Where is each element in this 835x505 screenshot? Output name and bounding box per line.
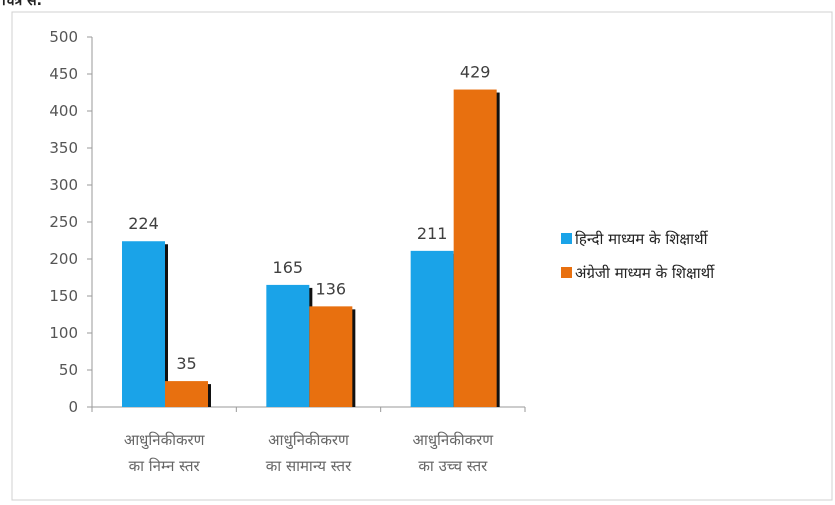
y-tick-label: 300	[49, 176, 78, 194]
bar	[410, 250, 454, 407]
header-fragment: चित्र सं.	[2, 0, 42, 9]
data-label: 35	[176, 354, 196, 373]
x-tick-label: आधुनिकीकरण	[124, 431, 206, 450]
legend-swatch	[561, 233, 572, 244]
data-label: 429	[460, 63, 491, 82]
bar	[453, 89, 497, 407]
data-label: 224	[128, 214, 159, 233]
data-label: 211	[417, 224, 448, 243]
y-tick-label: 350	[49, 139, 78, 157]
y-tick-label: 200	[49, 250, 78, 268]
x-tick-label: आधुनिकीकरण	[268, 431, 350, 450]
bar	[266, 284, 310, 407]
y-tick-label: 450	[49, 65, 78, 83]
y-tick-label: 250	[49, 213, 78, 231]
bar	[122, 241, 165, 407]
legend-label: हिन्दी माध्यम के शिक्षार्थी	[575, 230, 709, 248]
x-tick-label: आधुनिकीकरण	[412, 431, 494, 450]
y-tick-label: 400	[49, 102, 78, 120]
x-tick-label: का सामान्य स्तर	[266, 457, 352, 475]
y-tick-label: 50	[59, 361, 78, 379]
y-tick-label: 150	[49, 287, 78, 305]
data-label: 165	[273, 258, 304, 277]
bar-shadow	[351, 309, 356, 407]
legend-label: अंग्रेजी माध्यम के शिक्षार्थी	[575, 264, 715, 282]
y-tick-label: 100	[49, 324, 78, 342]
y-tick-label: 500	[49, 28, 78, 46]
y-tick-label: 0	[68, 398, 78, 416]
x-tick-label: का उच्च स्तर	[418, 457, 488, 475]
bar	[165, 381, 208, 407]
bar	[309, 306, 353, 407]
bar-shadow	[495, 92, 500, 407]
data-label: 136	[316, 279, 347, 298]
legend-swatch	[561, 267, 572, 278]
x-tick-label: का निम्न स्तर	[129, 457, 201, 475]
bar-shadow	[207, 384, 211, 407]
bar-shadow	[164, 244, 168, 407]
